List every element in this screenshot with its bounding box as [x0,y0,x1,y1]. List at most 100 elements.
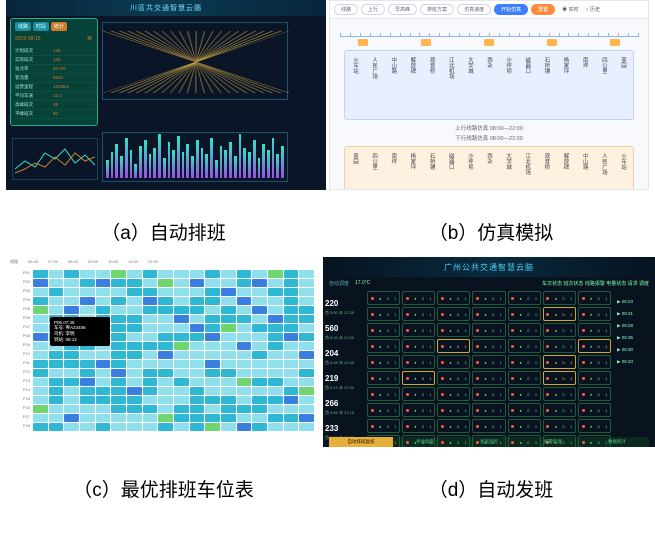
schedule-cell[interactable] [190,288,205,296]
sel-line[interactable]: 线路 [334,4,358,15]
dispatch-cell[interactable]: ●01 [367,355,400,369]
dispatch-cell[interactable]: ●01 [402,403,435,417]
schedule-cell[interactable] [190,396,205,404]
schedule-cell[interactable] [127,306,142,314]
schedule-cell[interactable] [299,315,314,323]
schedule-cell[interactable] [127,351,142,359]
dispatch-cell[interactable]: ●01 [472,371,505,385]
dispatch-cell[interactable]: ●01 [508,307,541,321]
dispatch-cell[interactable]: ●01 [578,419,611,433]
reset-sim-button[interactable]: 重置 [531,4,555,15]
dispatch-cell[interactable]: ●01 [367,339,400,353]
schedule-cell[interactable] [111,423,126,431]
schedule-cell[interactable] [49,270,64,278]
schedule-cell[interactable] [205,315,220,323]
schedule-cell[interactable] [205,369,220,377]
schedule-cell[interactable] [299,405,314,413]
schedule-cell[interactable] [284,405,299,413]
schedule-cell[interactable] [33,351,48,359]
schedule-cell[interactable] [143,288,158,296]
schedule-cell[interactable] [143,414,158,422]
dispatch-cell[interactable]: ●01 [578,291,611,305]
schedule-cell[interactable] [205,378,220,386]
dispatch-cell[interactable]: ●01 [402,339,435,353]
dispatch-cell[interactable]: ●01 [367,307,400,321]
sel-speed[interactable]: 仿真速度 [457,4,491,15]
dispatch-cell[interactable]: ●01 [437,371,470,385]
schedule-cell[interactable] [221,369,236,377]
schedule-cell[interactable] [96,279,111,287]
schedule-cell[interactable] [96,288,111,296]
schedule-cell[interactable] [221,306,236,314]
schedule-cell[interactable] [284,279,299,287]
schedule-cell[interactable] [127,387,142,395]
schedule-cell[interactable] [127,315,142,323]
schedule-cell[interactable] [174,369,189,377]
schedule-cell[interactable] [143,270,158,278]
schedule-cell[interactable] [221,288,236,296]
schedule-cell[interactable] [111,333,126,341]
dispatch-cell[interactable]: ●01 [472,307,505,321]
dispatch-cell[interactable]: ●01 [543,403,576,417]
schedule-cell[interactable] [111,297,126,305]
schedule-cell[interactable] [190,324,205,332]
schedule-cell[interactable] [174,414,189,422]
dispatch-cell[interactable]: ●01 [437,291,470,305]
schedule-cell[interactable] [49,351,64,359]
schedule-cell[interactable] [268,396,283,404]
schedule-cell[interactable] [96,414,111,422]
schedule-cell[interactable] [80,288,95,296]
schedule-cell[interactable] [158,369,173,377]
schedule-cell[interactable] [111,288,126,296]
schedule-cell[interactable] [237,279,252,287]
dispatch-cell[interactable]: ●01 [578,371,611,385]
dispatch-cell[interactable]: ●01 [508,291,541,305]
schedule-cell[interactable] [268,414,283,422]
dispatch-cell[interactable]: ●01 [508,387,541,401]
schedule-cell[interactable] [49,378,64,386]
schedule-cell[interactable] [127,333,142,341]
schedule-cell[interactable] [127,414,142,422]
schedule-cell[interactable] [127,405,142,413]
schedule-cell[interactable] [190,315,205,323]
schedule-cell[interactable] [221,396,236,404]
schedule-cell[interactable] [96,405,111,413]
radio-realtime[interactable]: ◉ 实时 [562,6,578,13]
schedule-cell[interactable] [127,324,142,332]
schedule-cell[interactable] [190,387,205,395]
schedule-cell[interactable] [143,378,158,386]
schedule-cell[interactable] [205,360,220,368]
schedule-cell[interactable] [299,288,314,296]
schedule-cell[interactable] [158,333,173,341]
schedule-cell[interactable] [190,342,205,350]
schedule-cell[interactable] [80,405,95,413]
schedule-cell[interactable] [190,423,205,431]
schedule-cell[interactable] [221,270,236,278]
dispatch-cell[interactable]: ●01 [543,323,576,337]
schedule-cell[interactable] [284,342,299,350]
schedule-cell[interactable] [221,414,236,422]
dispatch-cell[interactable]: ●01 [508,419,541,433]
schedule-cell[interactable] [237,306,252,314]
schedule-cell[interactable] [143,297,158,305]
schedule-cell[interactable] [64,378,79,386]
schedule-cell[interactable] [284,414,299,422]
schedule-cell[interactable] [174,315,189,323]
schedule-cell[interactable] [158,324,173,332]
schedule-cell[interactable] [64,306,79,314]
schedule-cell[interactable] [111,270,126,278]
schedule-cell[interactable] [299,387,314,395]
schedule-cell[interactable] [268,342,283,350]
schedule-cell[interactable] [205,396,220,404]
schedule-cell[interactable] [33,333,48,341]
schedule-cell[interactable] [221,360,236,368]
schedule-cell[interactable] [237,324,252,332]
schedule-cell[interactable] [190,378,205,386]
schedule-cell[interactable] [33,387,48,395]
schedule-cell[interactable] [190,333,205,341]
schedule-cell[interactable] [299,423,314,431]
dispatch-cell[interactable]: ●01 [578,355,611,369]
schedule-cell[interactable] [237,333,252,341]
schedule-cell[interactable] [205,324,220,332]
dispatch-cell[interactable]: ●01 [472,403,505,417]
